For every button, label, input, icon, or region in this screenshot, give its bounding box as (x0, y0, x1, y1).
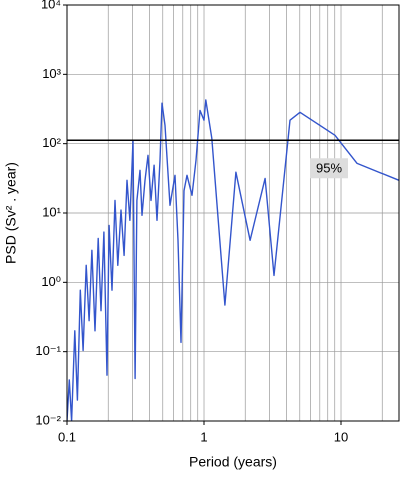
y-tick-label: 10¹ (42, 204, 61, 219)
y-tick-label: 10⁴ (41, 0, 61, 11)
y-tick-label: 10² (42, 135, 61, 150)
x-tick-label: 0.1 (58, 429, 76, 444)
y-tick-label: 10⁰ (41, 274, 61, 289)
y-tick-label: 10⁻² (35, 412, 61, 427)
y-tick-label: 10³ (42, 66, 61, 81)
threshold-label-box (310, 158, 348, 179)
x-axis-title: Period (years) (189, 454, 277, 470)
threshold-label: 95% (316, 161, 342, 176)
y-tick-label: 10⁻¹ (35, 343, 61, 358)
x-tick-label: 1 (200, 429, 207, 444)
plot-area (67, 99, 399, 421)
x-tick-label: 10 (334, 429, 348, 444)
psd-line (67, 99, 399, 421)
y-axis-title: PSD (Sv² . year) (3, 162, 19, 264)
